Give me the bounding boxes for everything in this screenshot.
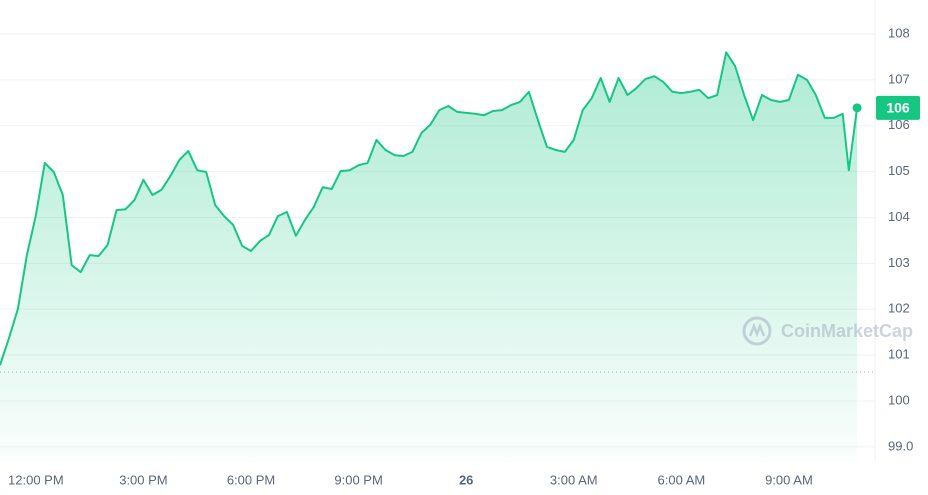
y-tick-label: 99.0 <box>888 438 913 453</box>
line <box>0 51 859 366</box>
x-tick-label: 9:00 PM <box>334 472 382 487</box>
x-tick-label: 26 <box>459 472 473 487</box>
y-tick-label: 105 <box>888 163 910 178</box>
x-tick-label: 12:00 PM <box>8 472 64 487</box>
y-tick-label: 106 <box>888 117 910 132</box>
y-tick-label: 100 <box>888 392 910 407</box>
y-tick-label: 103 <box>888 255 910 270</box>
x-tick-label: 6:00 PM <box>227 472 275 487</box>
labels: 99.0 100 101 102 103 104 105 106 107 108 12:00 PM 3… <box>8 25 920 487</box>
last-point <box>852 103 862 113</box>
plot <box>0 51 875 463</box>
area <box>0 52 858 463</box>
y-tick-label: 104 <box>888 209 910 224</box>
watermark-logo <box>742 316 772 346</box>
y-tick-label: 102 <box>888 301 910 316</box>
y-tick-label: 101 <box>888 347 910 362</box>
watermark: CoinMarketCap <box>742 316 913 346</box>
price-tag <box>876 95 920 120</box>
y-tick-label: 107 <box>888 71 910 86</box>
price-tag-label: 106 <box>886 100 910 116</box>
x-tick-label: 3:00 PM <box>119 472 167 487</box>
x-tick-label: 9:00 AM <box>765 472 813 487</box>
y-tick-label: 108 <box>888 25 910 40</box>
x-tick-label: 6:00 AM <box>658 472 706 487</box>
watermark-logo-mark <box>748 322 766 338</box>
watermark-text: CoinMarketCap <box>781 321 913 341</box>
x-tick-label: 3:00 AM <box>550 472 598 487</box>
